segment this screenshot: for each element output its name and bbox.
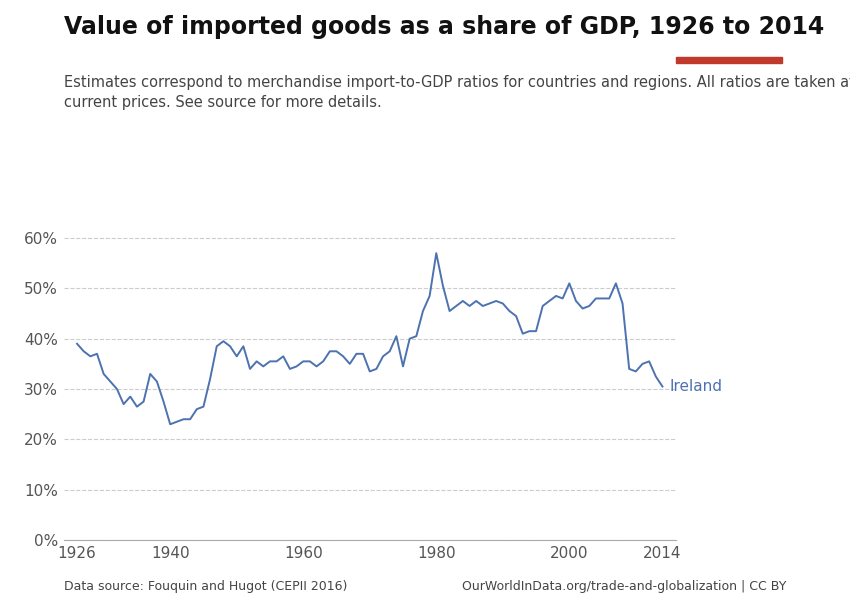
Text: Estimates correspond to merchandise import-to-GDP ratios for countries and regio: Estimates correspond to merchandise impo… [64,75,850,110]
Text: Our World: Our World [699,22,758,32]
Bar [676,56,782,63]
Text: Value of imported goods as a share of GDP, 1926 to 2014: Value of imported goods as a share of GD… [64,15,824,39]
Text: in Data: in Data [707,38,750,48]
Text: OurWorldInData.org/trade-and-globalization | CC BY: OurWorldInData.org/trade-and-globalizati… [462,580,786,593]
Text: Data source: Fouquin and Hugot (CEPII 2016): Data source: Fouquin and Hugot (CEPII 20… [64,580,347,593]
Text: Ireland: Ireland [669,379,722,394]
